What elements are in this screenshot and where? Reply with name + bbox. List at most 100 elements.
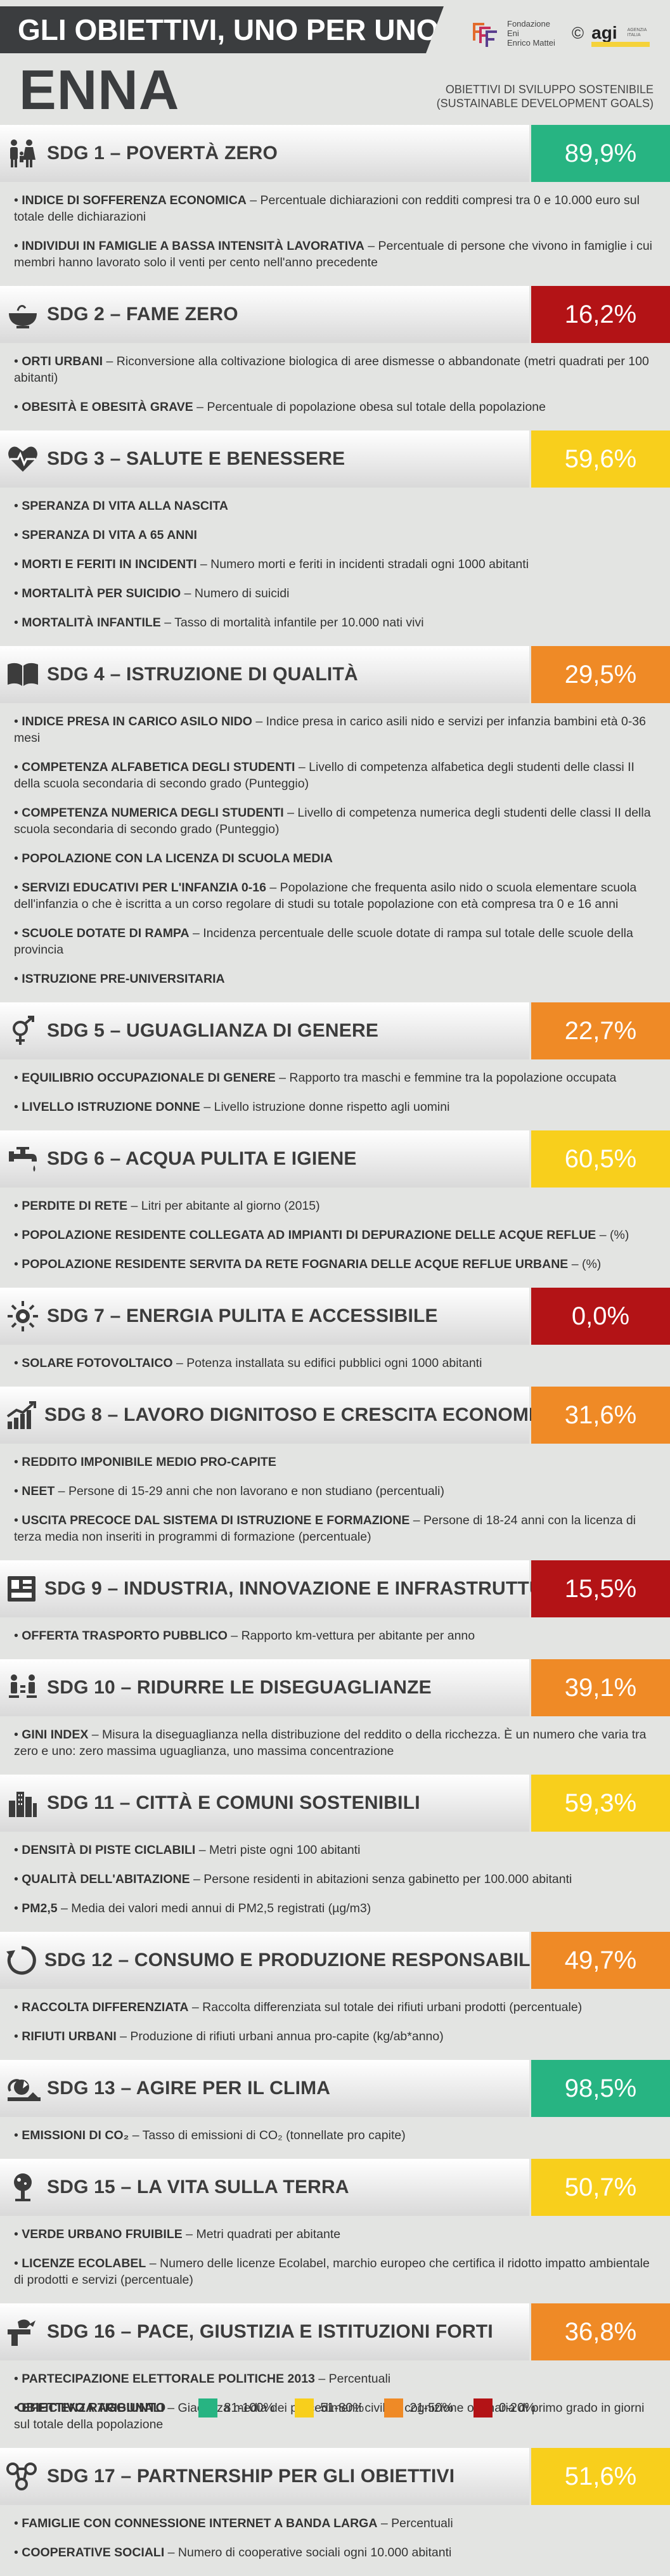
indicator-list: • DENSITÀ DI PISTE CICLABILI – Metri pis… [0, 1832, 670, 1932]
bowl-icon [5, 297, 41, 332]
indicator-list: • PARTECIPAZIONE ELETTORALE POLITICHE 20… [0, 2360, 670, 2448]
legend-swatch-green [198, 2398, 218, 2417]
indicator-description: – Riconversione alla coltivazione biolog… [14, 354, 649, 385]
sdg-section: SDG 12 – CONSUMO E PRODUZIONE RESPONSABI… [0, 1932, 670, 2060]
indicator-item: • COMPETENZA ALFABETICA DEGLI STUDENTI –… [14, 760, 635, 791]
sdg-section: SDG 16 – PACE, GIUSTIZIA E ISTITUZIONI F… [0, 2303, 670, 2448]
indicator-name: PM2,5 [22, 1901, 58, 1915]
logos: Fondazione Eni Enrico Mattei © agi AGENZ… [469, 14, 659, 52]
sdg-score: 59,6% [531, 430, 670, 488]
sun-icon [5, 1298, 41, 1334]
indicator-name: ISTRUZIONE PRE-UNIVERSITARIA [22, 972, 225, 986]
gender-icon [5, 1013, 41, 1049]
indicator-name: COMPETENZA NUMERICA DEGLI STUDENTI [22, 806, 284, 820]
legend-swatch-orange [384, 2398, 404, 2417]
indicator-name: EMISSIONI DI CO₂ [22, 2128, 129, 2142]
indicator-description: – Livello di competenza numerica degli s… [14, 806, 651, 836]
indicator-item: • INDICE DI SOFFERENZA ECONOMICA – Perce… [14, 193, 640, 224]
indicator-name: USCITA PRECOCE DAL SISTEMA DI ISTRUZIONE… [22, 1513, 410, 1527]
sdg-title-bar: SDG 16 – PACE, GIUSTIZIA E ISTITUZIONI F… [0, 2303, 529, 2360]
sdg-title: SDG 17 – PARTNERSHIP PER GLI OBIETTIVI [47, 2466, 455, 2487]
sdg-header: SDG 9 – INDUSTRIA, INNOVAZIONE E INFRAST… [0, 1560, 670, 1617]
indicator-item: • REDDITO IMPONIBILE MEDIO PRO-CAPITE [14, 1455, 276, 1469]
sdg-score: 16,2% [531, 286, 670, 343]
indicator-item: • DENSITÀ DI PISTE CICLABILI – Metri pis… [14, 1843, 361, 1857]
indicator-name: RACCOLTA DIFFERENZIATA [22, 2000, 189, 2014]
sdg-title-bar: SDG 17 – PARTNERSHIP PER GLI OBIETTIVI [0, 2448, 529, 2505]
indicator-item: • RACCOLTA DIFFERENZIATA – Raccolta diff… [14, 2000, 583, 2014]
sdg-title: SDG 1 – POVERTÀ ZERO [47, 143, 278, 164]
indicator-description: – Percentuali [314, 2372, 391, 2386]
sdg-title: SDG 13 – AGIRE PER IL CLIMA [47, 2078, 331, 2099]
indicator-item: • MORTALITÀ PER SUICIDIO – Numero di sui… [14, 586, 290, 600]
sdg-section: SDG 5 – UGUAGLIANZA DI GENERE 22,7% • EQUI… [0, 1002, 670, 1130]
legend-label: OBIETTIVO RAGGIUNTO [16, 2400, 166, 2415]
sdg-title-bar: SDG 4 – ISTRUZIONE DI QUALITÀ [0, 646, 529, 703]
indicator-name: COOPERATIVE SOCIALI [22, 2546, 165, 2560]
indicator-name: POPOLAZIONE CON LA LICENZA DI SCUOLA MED… [22, 851, 333, 865]
sdg-title-bar: SDG 12 – CONSUMO E PRODUZIONE RESPONSABI… [0, 1932, 536, 1989]
indicator-name: PARTECIPAZIONE ELETTORALE POLITICHE 2013 [22, 2372, 315, 2386]
sdg-score: 29,5% [531, 646, 670, 703]
indicator-description: – Livello istruzione donne rispetto agli… [200, 1100, 450, 1114]
subtitle-line2: (SUSTAINABLE DEVELOPMENT GOALS) [436, 97, 654, 110]
indicator-item: • MORTALITÀ INFANTILE – Tasso di mortali… [14, 616, 424, 630]
factory-icon [5, 1571, 38, 1607]
title-banner: GLI OBIETTIVI, UNO PER UNO [0, 6, 444, 53]
indicator-description: – Persone di 15-29 anni che non lavorano… [55, 1484, 444, 1498]
agi-logo-sub: AGENZIA ITALIA [627, 28, 647, 37]
indicator-name: DENSITÀ DI PISTE CICLABILI [22, 1843, 196, 1857]
indicator-name: GINI INDEX [22, 1728, 89, 1742]
indicator-description: – Percentuali [377, 2516, 453, 2530]
indicator-name: SERVIZI EDUCATIVI PER L'INFANZIA 0-16 [22, 881, 266, 895]
sdg-score: 49,7% [531, 1932, 670, 1989]
indicator-item: • SPERANZA DI VITA A 65 ANNI [14, 528, 197, 542]
sdg-title-bar: SDG 5 – UGUAGLIANZA DI GENERE [0, 1002, 529, 1059]
hand-dove-icon [5, 2314, 41, 2350]
indicator-item: • EQUILIBRIO OCCUPAZIONALE DI GENERE – R… [14, 1071, 617, 1085]
sdg-title-bar: SDG 1 – POVERTÀ ZERO [0, 125, 529, 182]
indicator-name: COMPETENZA ALFABETICA DEGLI STUDENTI [22, 760, 295, 774]
indicator-item: • PERDITE DI RETE – Litri per abitante a… [14, 1199, 320, 1213]
indicator-item: • ORTI URBANI – Riconversione alla colti… [14, 354, 649, 385]
indicator-name: POPOLAZIONE RESIDENTE COLLEGATA AD IMPIA… [22, 1228, 596, 1242]
agi-logo-text: agi [591, 23, 617, 42]
indicator-description: – Metri piste ogni 100 abitanti [195, 1843, 361, 1857]
indicator-item: • VERDE URBANO FRUIBILE – Metri quadrati… [14, 2227, 341, 2241]
indicator-item: • SPERANZA DI VITA ALLA NASCITA [14, 499, 228, 513]
sdg-header: SDG 1 – POVERTÀ ZERO 89,9% [0, 125, 670, 182]
faucet-icon [5, 1141, 41, 1177]
sdg-title: SDG 16 – PACE, GIUSTIZIA E ISTITUZIONI F… [47, 2321, 493, 2342]
fem-logo-icon [469, 18, 499, 48]
sdg-header: SDG 5 – UGUAGLIANZA DI GENERE 22,7% [0, 1002, 670, 1059]
sdg-header: SDG 11 – CITTÀ E COMUNI SOSTENIBILI 59,3% [0, 1775, 670, 1832]
sdg-title-bar: SDG 15 – LA VITA SULLA TERRA [0, 2159, 529, 2216]
sdg-title-bar: SDG 10 – RIDURRE LE DISEGUAGLIANZE [0, 1659, 529, 1716]
indicator-description: – Media dei valori medi annui di PM2,5 r… [57, 1901, 371, 1915]
sdg-section: SDG 2 – FAME ZERO 16,2% • ORTI URBANI – Ri… [0, 286, 670, 430]
sdg-score: 22,7% [531, 1002, 670, 1059]
sdg-header: SDG 16 – PACE, GIUSTIZIA E ISTITUZIONI F… [0, 2303, 670, 2360]
indicator-item: • SCUOLE DOTATE DI RAMPA – Incidenza per… [14, 926, 633, 957]
indicator-name: REDDITO IMPONIBILE MEDIO PRO-CAPITE [22, 1455, 276, 1469]
family-icon [5, 136, 41, 171]
indicator-name: FAMIGLIE CON CONNESSIONE INTERNET A BAND… [22, 2516, 378, 2530]
indicator-list: • RACCOLTA DIFFERENZIATA – Raccolta diff… [0, 1989, 670, 2060]
indicator-description: – Raccolta differenziata sul totale dei … [188, 2000, 583, 2014]
header: GLI OBIETTIVI, UNO PER UNO Fondazione En… [0, 0, 670, 125]
subtitle-line1: OBIETTIVI DI SVILUPPO SOSTENIBILE [445, 83, 654, 96]
indicator-name: LICENZE ECOLABEL [22, 2256, 146, 2270]
indicator-description: – Litri per abitante al giorno (2015) [127, 1199, 320, 1213]
fem-logo-line1: Fondazione Eni [507, 18, 550, 38]
indicator-list: • INDICE DI SOFFERENZA ECONOMICA – Perce… [0, 182, 670, 286]
sdg-header: SDG 13 – AGIRE PER IL CLIMA 98,5% [0, 2060, 670, 2117]
indicator-description: – Persone residenti in abitazioni senza … [190, 1872, 572, 1886]
sdg-section: SDG 17 – PARTNERSHIP PER GLI OBIETTIVI 51… [0, 2448, 670, 2576]
book-icon [5, 657, 41, 692]
indicator-description: – Rapporto tra maschi e femmine tra la p… [275, 1071, 617, 1085]
sdg-title-bar: SDG 3 – SALUTE E BENESSERE [0, 430, 529, 488]
indicator-list: • FAMIGLIE CON CONNESSIONE INTERNET A BA… [0, 2505, 670, 2576]
sdg-section: SDG 13 – AGIRE PER IL CLIMA 98,5% • EMISSI… [0, 2060, 670, 2159]
city-icon [5, 1785, 41, 1821]
sdg-title: SDG 2 – FAME ZERO [47, 304, 238, 325]
